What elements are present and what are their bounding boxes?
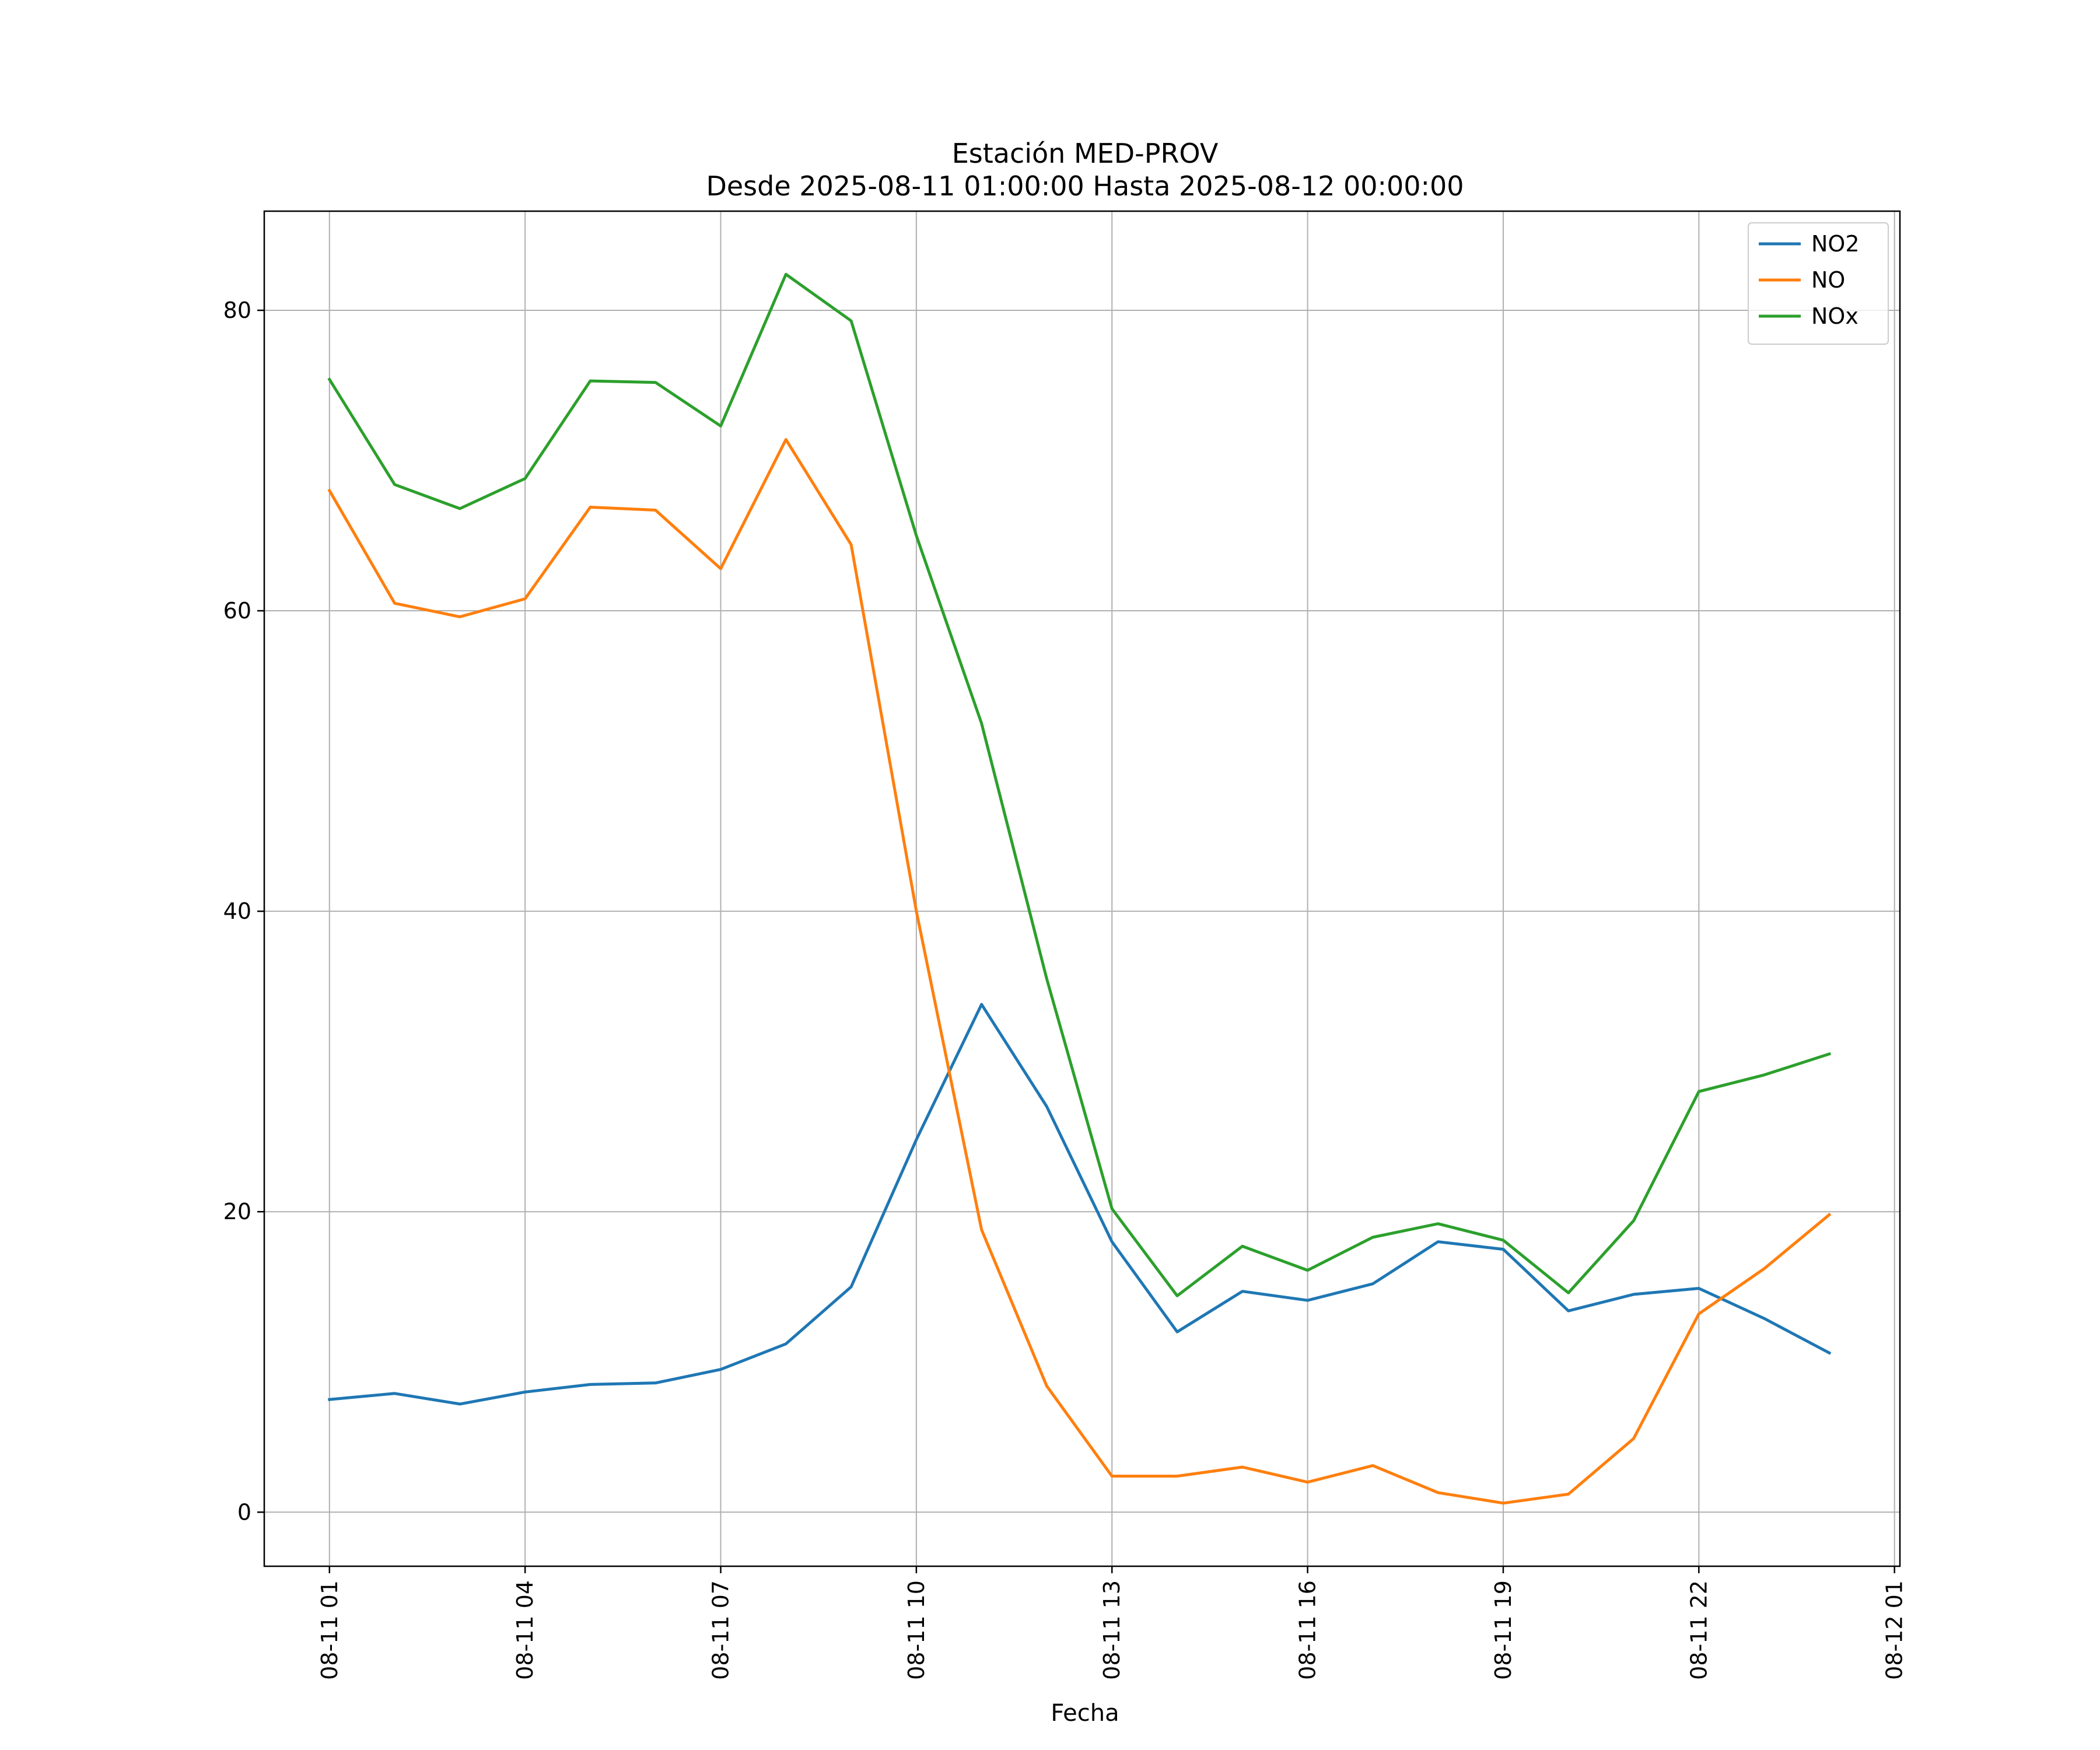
x-tick-label: 08-11 10 xyxy=(904,1580,929,1680)
axis-ticks: 08-11 01 08-11 04 08-11 07 08-11 10 08-11 13… xyxy=(223,298,1908,1680)
y-tick-label: 40 xyxy=(223,898,251,924)
y-tick-label: 20 xyxy=(223,1199,251,1224)
legend-label-no: NO xyxy=(1811,267,1845,293)
plot-area-frame xyxy=(263,210,1901,1567)
legend: NO2 NO NOx xyxy=(1748,222,1889,345)
y-tick-label: 60 xyxy=(223,598,251,624)
x-tick-label: 08-11 22 xyxy=(1686,1580,1712,1680)
chart-subtitle: Desde 2025-08-11 01:00:00 Hasta 2025-08-… xyxy=(706,170,1464,202)
chart-title: Estación MED-PROV xyxy=(952,138,1219,169)
series-line-nox xyxy=(327,272,1832,1297)
series-lines xyxy=(327,272,1832,1505)
series-line-no xyxy=(327,438,1832,1505)
x-tick-label: 08-11 13 xyxy=(1099,1580,1125,1680)
series-line-no2 xyxy=(328,1003,1832,1406)
x-axis-label: Fecha xyxy=(1051,1700,1119,1727)
y-tick-label: 80 xyxy=(223,298,251,323)
legend-label-no2: NO2 xyxy=(1811,231,1860,257)
x-tick-label: 08-11 16 xyxy=(1295,1580,1321,1680)
x-tick-label: 08-11 04 xyxy=(512,1580,538,1680)
x-tick-label: 08-12 01 xyxy=(1882,1580,1908,1680)
x-tick-label: 08-11 01 xyxy=(317,1580,342,1680)
legend-label-nox: NOx xyxy=(1811,303,1859,329)
x-tick-label: 08-11 19 xyxy=(1490,1580,1516,1680)
grid xyxy=(264,211,1900,1566)
y-tick-label: 0 xyxy=(237,1499,251,1525)
x-tick-label: 08-11 07 xyxy=(708,1580,734,1680)
legend-box xyxy=(1748,222,1889,345)
